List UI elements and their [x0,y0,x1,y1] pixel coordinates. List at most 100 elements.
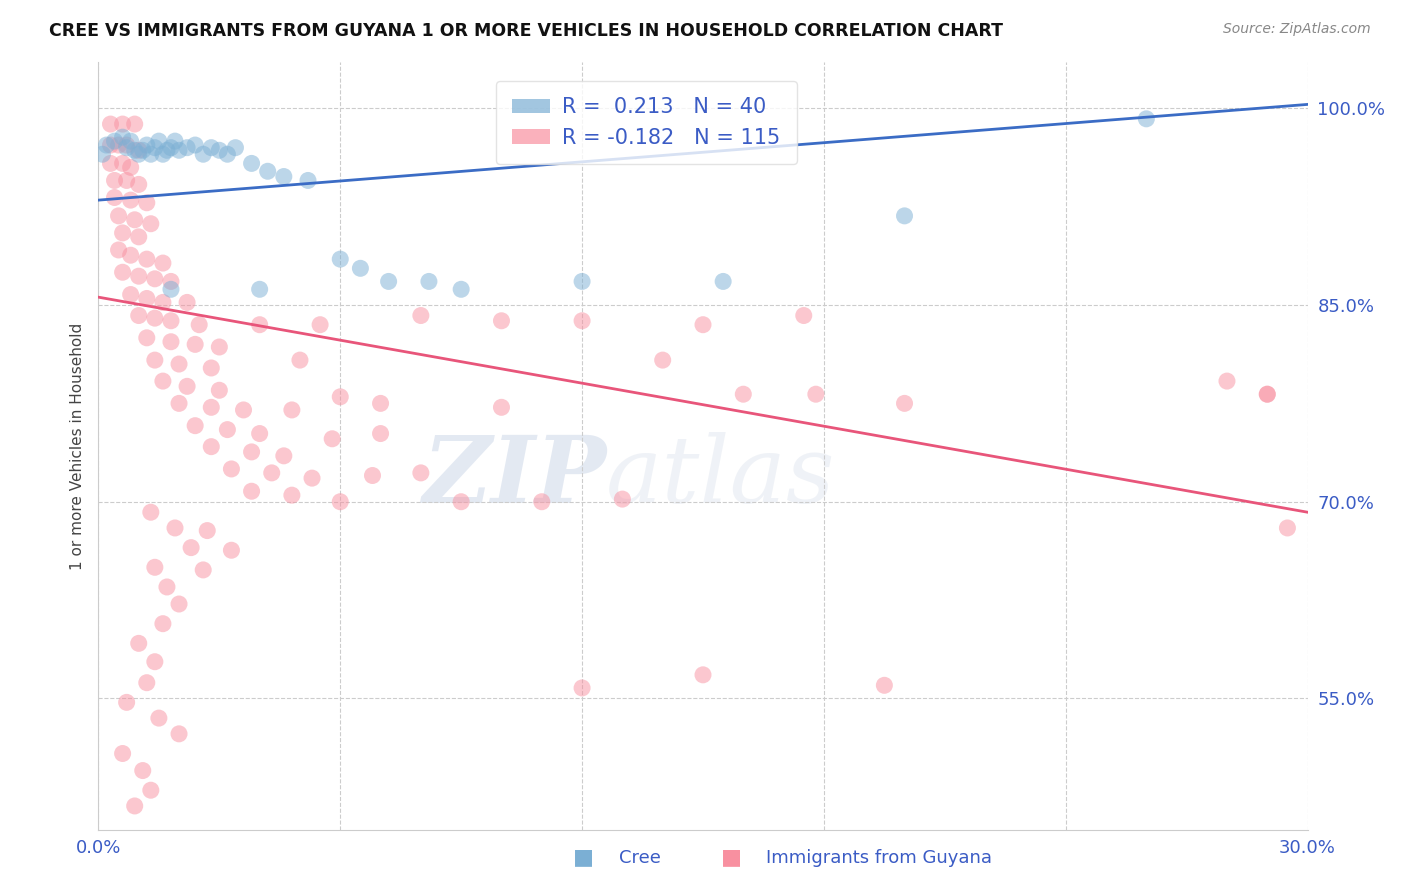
Point [111,747,134,761]
Point [124,117,146,131]
Point [143,560,166,574]
Point [167,727,190,741]
Point [120,161,142,175]
Point [184,337,207,351]
Point [281,488,304,502]
Point [143,141,166,155]
Y-axis label: 1 or more Vehicles in Household: 1 or more Vehicles in Household [69,322,84,570]
Point [329,494,352,508]
Point [692,668,714,682]
Point [176,295,198,310]
Point [224,141,246,155]
Point [91,147,114,161]
Point [139,147,162,161]
Point [612,492,634,507]
Point [329,252,352,267]
Point [571,314,593,328]
Point [160,334,183,349]
Point [692,318,714,332]
Point [184,138,207,153]
Point [152,256,174,270]
Point [260,466,283,480]
Point [176,379,198,393]
Point [120,193,142,207]
Point [793,309,815,323]
Point [148,711,170,725]
Point [208,384,231,398]
Point [139,217,162,231]
Point [232,403,254,417]
Point [111,117,134,131]
Point [128,143,150,157]
Point [107,138,129,153]
Point [249,318,271,332]
Point [107,209,129,223]
Point [711,275,734,289]
Point [160,275,183,289]
Point [184,418,207,433]
Point [152,616,174,631]
Point [491,314,513,328]
Point [135,675,157,690]
Point [160,314,183,328]
Point [873,678,896,692]
Point [409,466,432,480]
Point [193,147,215,161]
Point [128,269,150,284]
Point [208,340,231,354]
Point [115,141,138,155]
Point [115,173,138,187]
Point [221,543,243,558]
Point [124,212,146,227]
Point [167,143,190,157]
Point [309,318,332,332]
Text: ■: ■ [574,847,593,867]
Point [450,282,472,296]
Point [200,141,222,155]
Point [297,173,319,187]
Point [240,156,263,170]
Point [124,143,146,157]
Point [128,309,150,323]
Point [571,275,593,289]
Point [329,390,352,404]
Point [148,134,170,148]
Point [200,440,222,454]
Point [120,134,142,148]
Point [143,655,166,669]
Point [804,387,827,401]
Point [111,130,134,145]
Point [180,541,202,555]
Point [893,209,915,223]
Point [152,374,174,388]
Point [256,164,278,178]
Point [1216,374,1239,388]
Point [167,357,190,371]
Point [193,563,215,577]
Point [893,396,915,410]
Point [156,143,179,157]
Text: CREE VS IMMIGRANTS FROM GUYANA 1 OR MORE VEHICLES IN HOUSEHOLD CORRELATION CHART: CREE VS IMMIGRANTS FROM GUYANA 1 OR MORE… [49,22,1004,40]
Point [152,147,174,161]
Point [103,173,125,187]
Point [160,141,183,155]
Point [111,265,134,279]
Point [349,261,371,276]
Point [240,445,263,459]
Point [167,597,190,611]
Text: ■: ■ [721,847,741,867]
Point [200,401,222,415]
Point [135,138,157,153]
Point [167,396,190,410]
Point [301,471,323,485]
Point [96,138,118,153]
Point [115,695,138,709]
Point [103,134,125,148]
Point [176,141,198,155]
Point [163,521,186,535]
Point [1256,387,1278,401]
Point [195,524,218,538]
Point [418,275,440,289]
Point [115,138,138,153]
Point [143,311,166,326]
